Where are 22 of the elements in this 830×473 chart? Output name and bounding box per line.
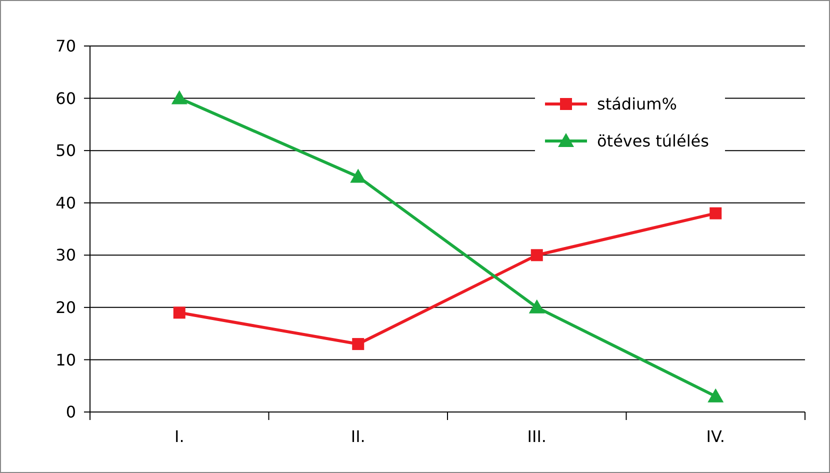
legend-label: stádium% (597, 94, 677, 114)
y-tick-label: 60 (56, 88, 76, 108)
point (171, 90, 188, 104)
point (528, 299, 545, 314)
point (352, 338, 364, 350)
point (173, 306, 186, 319)
legend-label: ötéves túlélés (597, 132, 709, 151)
x-tick-label: II. (350, 427, 366, 446)
point (708, 388, 724, 402)
point (530, 249, 543, 262)
x-tick-label: I. (174, 427, 184, 446)
point (350, 168, 366, 183)
y-tick-label: 0 (66, 402, 76, 422)
y-tick-label: 70 (56, 36, 76, 56)
y-tick-label: 20 (56, 298, 76, 318)
y-tick-label: 10 (56, 350, 76, 370)
x-tick-label: IV. (706, 427, 725, 446)
point (710, 207, 722, 220)
y-tick-label: 50 (56, 141, 76, 160)
y-tick-label: 30 (56, 246, 76, 265)
x-tick-label: III. (527, 427, 546, 446)
y-tick-label: 40 (56, 193, 76, 212)
